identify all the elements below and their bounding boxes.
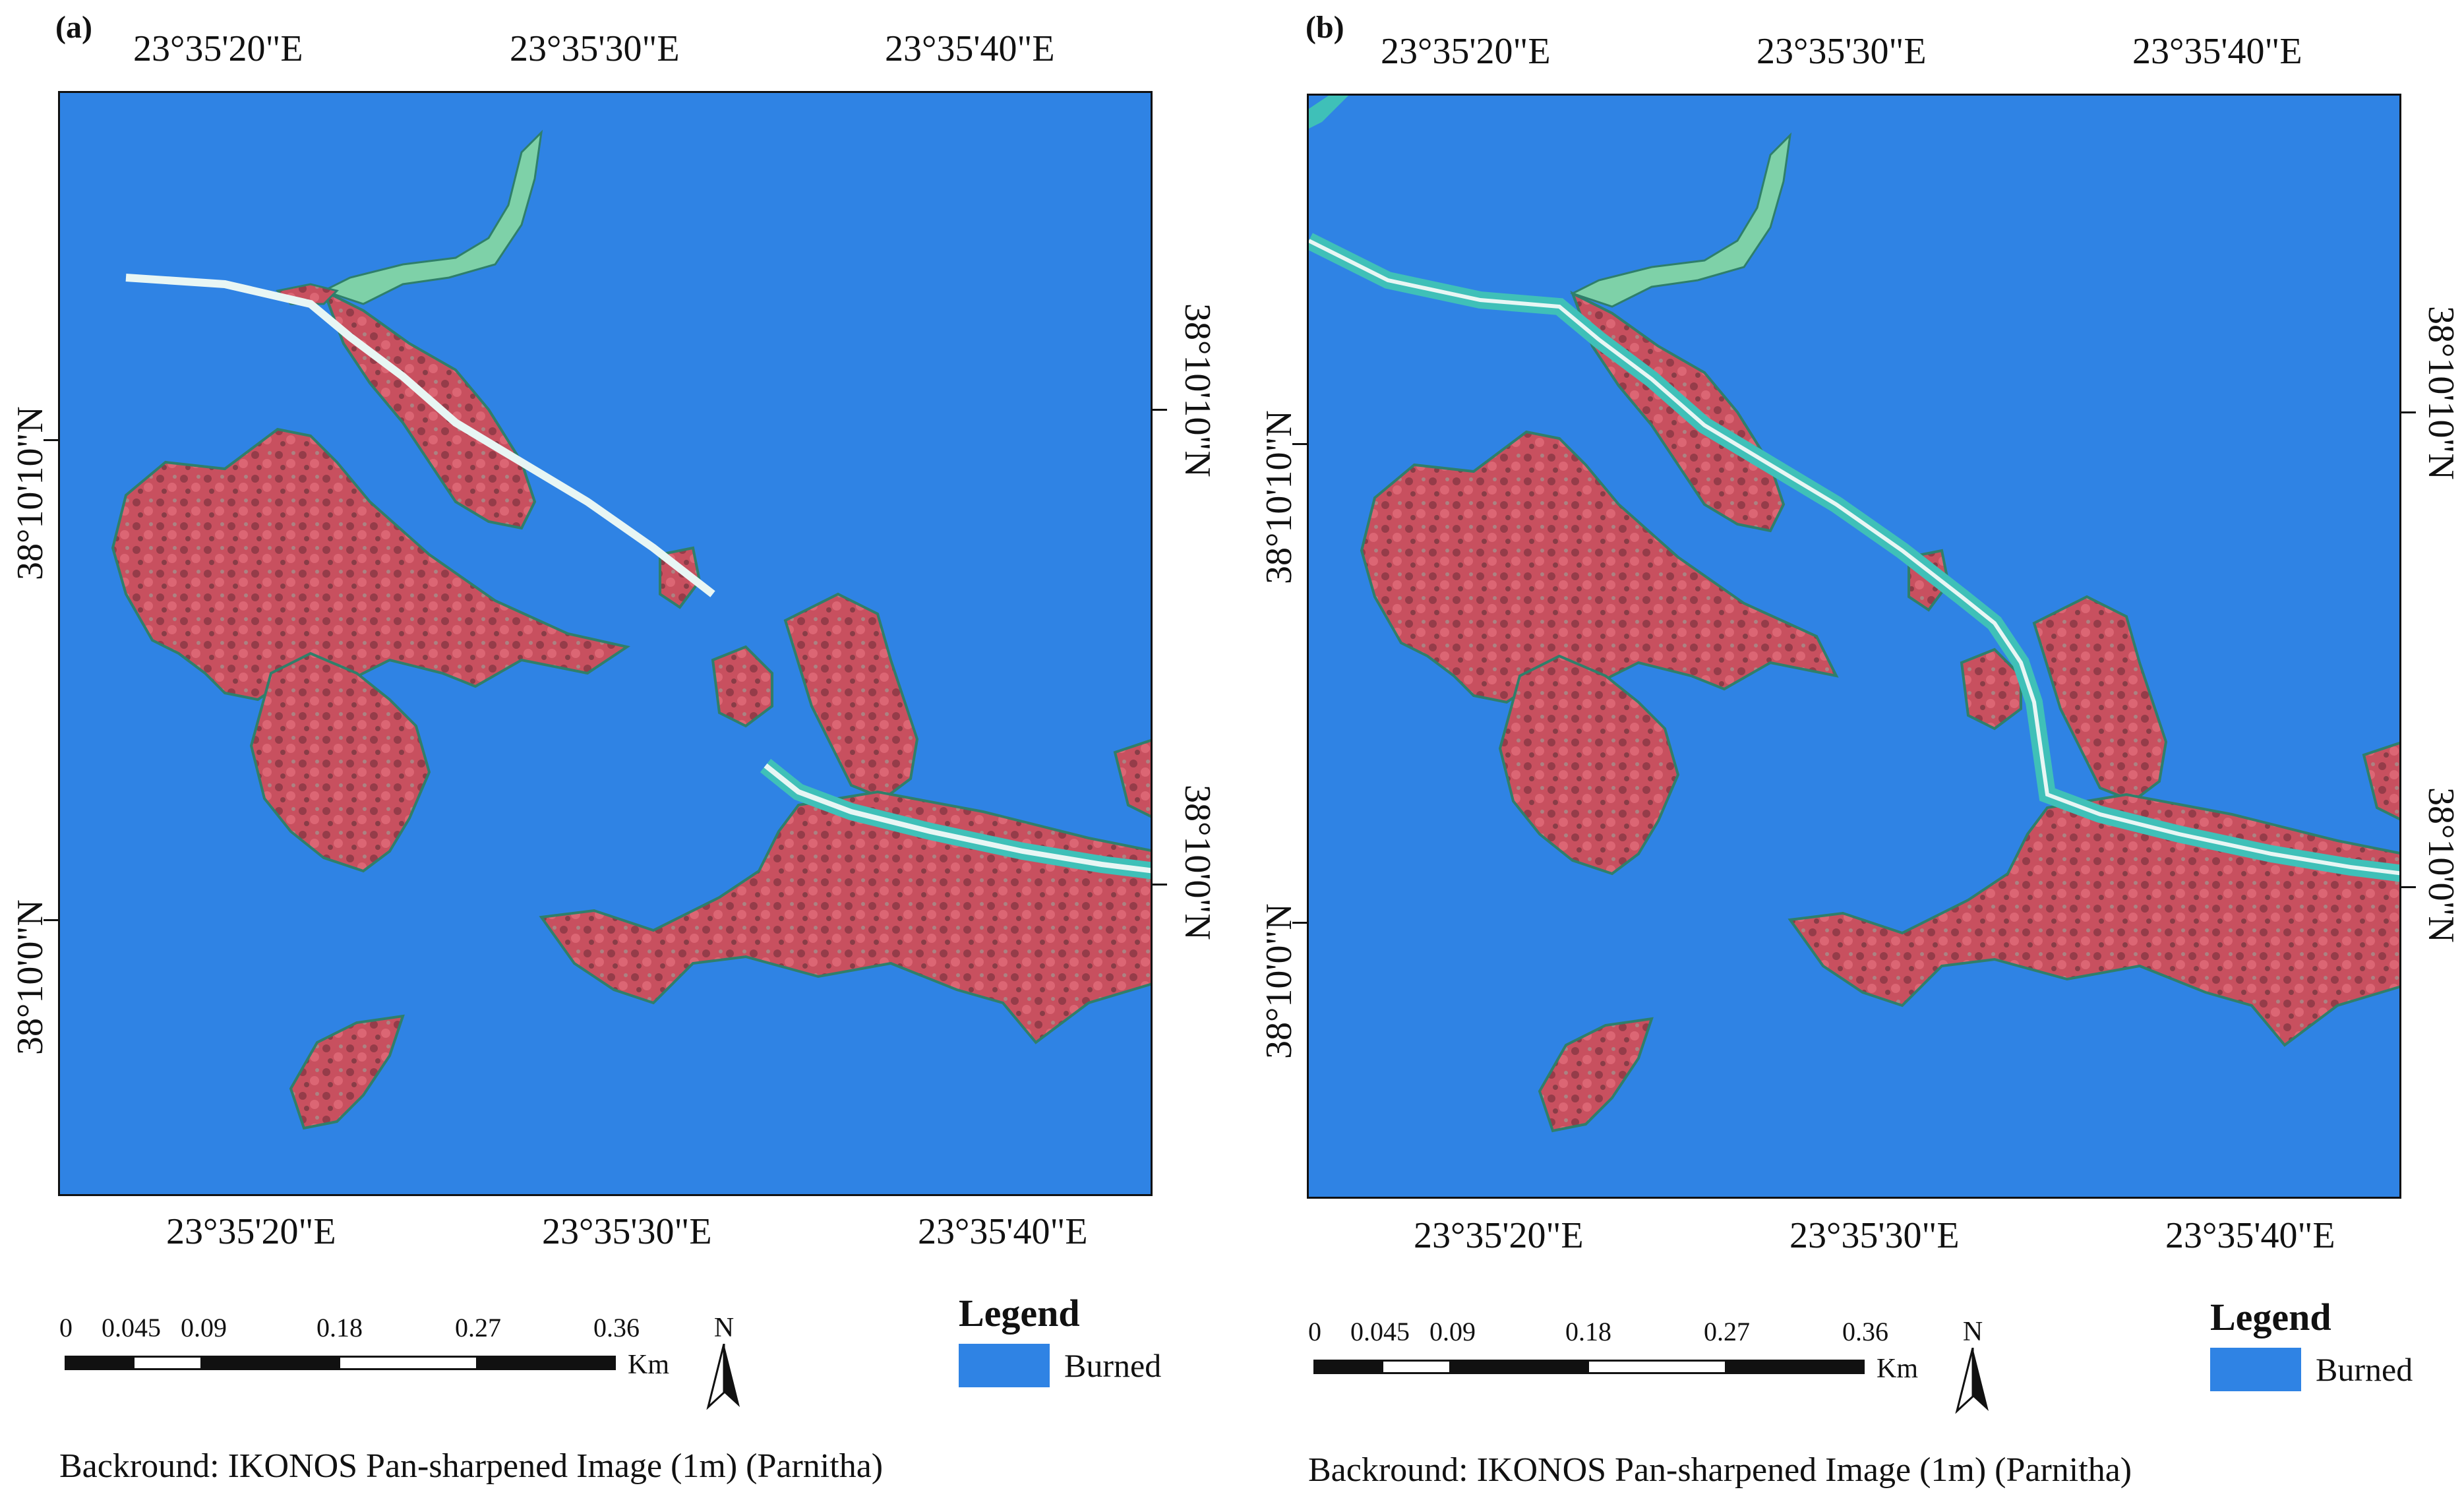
- roads: [1309, 233, 2399, 882]
- background-caption: Backround: IKONOS Pan-sharpened Image (1…: [1308, 1451, 2132, 1489]
- right-lat-tick-1: 38°10'10"N: [1177, 303, 1218, 477]
- north-arrow-icon: [706, 1343, 740, 1410]
- left-lat-tick-2: 38°10'0"N: [10, 899, 51, 1055]
- bottom-lon-tick-2: 23°35'30"E: [542, 1211, 712, 1252]
- scale-value: 0.27: [1704, 1317, 1750, 1346]
- legend-label-burned: Burned: [1064, 1347, 1162, 1384]
- top-lon-tick-2: 23°35'30"E: [510, 28, 680, 69]
- scale-value: 0.045: [1350, 1317, 1410, 1346]
- vegetation-patches: [111, 129, 1151, 1130]
- burned-area-map: [58, 91, 1153, 1196]
- scale-value: 0.18: [316, 1313, 363, 1342]
- scale-unit: Km: [628, 1350, 669, 1380]
- north-label: N: [1962, 1317, 1983, 1347]
- scale-value: 0: [59, 1313, 73, 1342]
- map-panel-b: (b) 23°35'20"E 23°35'30"E 23°35'40"E: [1232, 0, 2463, 1504]
- map-panel-a: (a) 23°35'20"E 23°35'30"E 23°35'40"E: [10, 10, 1218, 1485]
- left-lat-tick-2: 38°10'0"N: [1259, 903, 1300, 1059]
- left-lat-tick-1: 38°10'10"N: [10, 406, 51, 580]
- legend-swatch-burned: [2210, 1348, 2301, 1391]
- scale-value: 0.045: [102, 1313, 161, 1342]
- scale-value: 0: [1308, 1317, 1321, 1346]
- bottom-lon-tick-1: 23°35'20"E: [1414, 1215, 1584, 1256]
- map-image: [1309, 96, 2399, 1133]
- roads: [125, 274, 1151, 880]
- scale-value: 0.09: [181, 1313, 227, 1342]
- scale-value: 0.36: [593, 1313, 640, 1342]
- top-lon-tick-3: 23°35'40"E: [885, 28, 1055, 69]
- legend-swatch-burned: [959, 1344, 1050, 1387]
- north-arrow-icon: [1955, 1347, 1989, 1414]
- bottom-lon-tick-3: 23°35'40"E: [918, 1211, 1088, 1252]
- scale-value: 0.36: [1842, 1317, 1888, 1346]
- scale-bar: 0 0.045 0.09 0.18 0.27 0.36 Km: [59, 1312, 692, 1380]
- bottom-lon-tick-2: 23°35'30"E: [1789, 1215, 1960, 1256]
- bottom-lon-tick-3: 23°35'40"E: [2165, 1215, 2335, 1256]
- top-lon-tick-1: 23°35'20"E: [133, 28, 303, 69]
- bottom-lon-tick-1: 23°35'20"E: [166, 1211, 336, 1252]
- scale-unit: Km: [1877, 1354, 1918, 1384]
- right-lat-tick-1: 38°10'10"N: [2420, 306, 2461, 480]
- burned-area-map: [1307, 94, 2401, 1199]
- scale-value: 0.09: [1429, 1317, 1476, 1346]
- panel-label: (a): [55, 10, 92, 45]
- scale-value: 0.27: [455, 1313, 501, 1342]
- panel-label: (b): [1306, 10, 1344, 45]
- scale-bar: 0 0.045 0.09 0.18 0.27 0.36 Km: [1308, 1316, 1941, 1384]
- map-image: [111, 129, 1151, 1130]
- right-lat-tick-2: 38°10'0"N: [1177, 785, 1218, 940]
- north-label: N: [713, 1313, 735, 1343]
- background-caption: Backround: IKONOS Pan-sharpened Image (1…: [59, 1447, 884, 1485]
- legend-label-burned: Burned: [2316, 1351, 2413, 1388]
- left-lat-tick-1: 38°10'10"N: [1259, 410, 1300, 584]
- north-arrow-icon: N: [1953, 1316, 1993, 1417]
- north-arrow-icon: N: [704, 1312, 744, 1413]
- legend-title: Legend: [959, 1292, 1080, 1335]
- top-lon-tick-3: 23°35'40"E: [2132, 31, 2302, 72]
- scale-value: 0.18: [1565, 1317, 1611, 1346]
- legend-title: Legend: [2210, 1296, 2331, 1339]
- vegetation-patches: [1309, 96, 2399, 1133]
- top-lon-tick-2: 23°35'30"E: [1757, 31, 1927, 72]
- right-lat-tick-2: 38°10'0"N: [2420, 787, 2461, 943]
- top-lon-tick-1: 23°35'20"E: [1381, 31, 1551, 72]
